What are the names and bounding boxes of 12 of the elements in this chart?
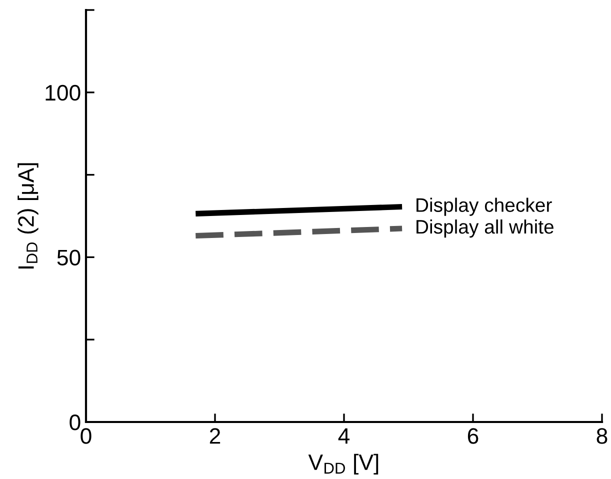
x-tick-label: 8 xyxy=(596,428,608,444)
series-label: Display checker xyxy=(416,198,552,216)
y-tick-label: 50 xyxy=(57,250,80,266)
x-axis-title: V$_{DD}$ [V] xyxy=(308,454,378,475)
x-tick-label: 4 xyxy=(338,428,350,444)
x-tick-label: 2 xyxy=(210,428,220,444)
y-tick-label: 0 xyxy=(70,414,80,430)
y-axis-title: I$_{DD}$ (2) [μA] xyxy=(18,163,38,269)
y-tick-label: 100 xyxy=(46,84,80,101)
x-tick-label: 6 xyxy=(468,428,478,444)
x-tick-label: 0 xyxy=(80,428,92,444)
series-label: Display all white xyxy=(416,219,554,238)
